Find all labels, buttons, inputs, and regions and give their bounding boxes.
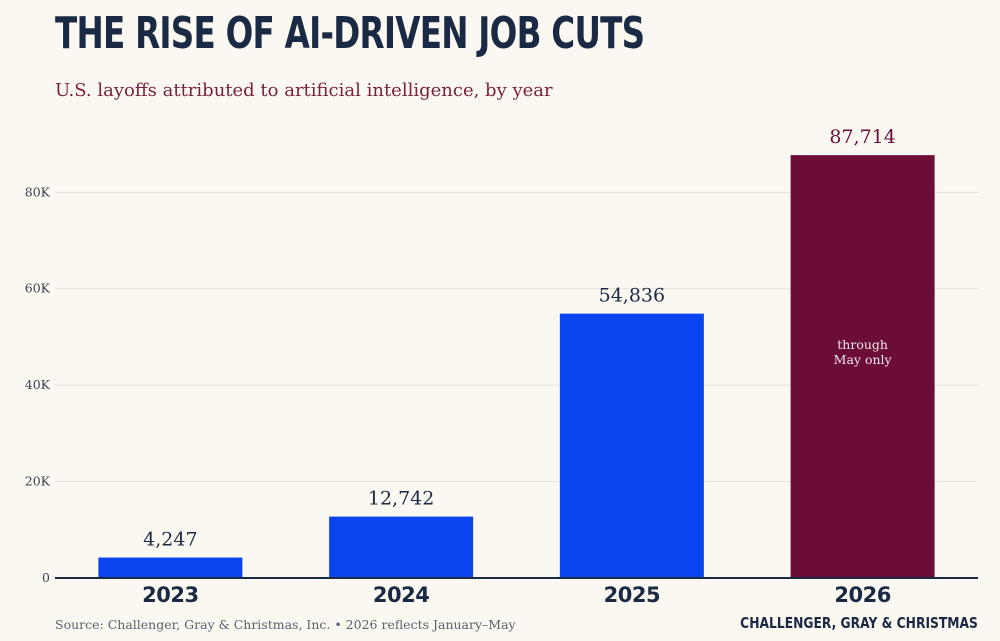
bar-annotation-line: through bbox=[837, 337, 888, 352]
y-tick-label: 80K bbox=[25, 184, 51, 199]
bar-value-label: 12,742 bbox=[368, 488, 434, 510]
x-category-label: 2023 bbox=[142, 583, 198, 607]
bar bbox=[790, 155, 935, 578]
bar-value-label: 4,247 bbox=[143, 529, 197, 551]
bar-annotation-line: May only bbox=[834, 352, 893, 367]
chart-subtitle: U.S. layoffs attributed to artificial in… bbox=[55, 80, 553, 101]
y-tick-label: 0 bbox=[42, 570, 50, 585]
bar bbox=[559, 313, 704, 578]
source-note: Source: Challenger, Gray & Christmas, In… bbox=[55, 617, 516, 632]
bar-value-label: 87,714 bbox=[829, 126, 895, 148]
chart-title: THE RISE OF AI-DRIVEN JOB CUTS bbox=[55, 8, 645, 59]
x-category-label: 2026 bbox=[834, 583, 890, 607]
bar bbox=[98, 557, 243, 578]
y-tick-label: 40K bbox=[25, 377, 51, 392]
y-tick-label: 20K bbox=[25, 474, 51, 489]
x-category-label: 2024 bbox=[373, 583, 429, 607]
x-category-label: 2025 bbox=[604, 583, 660, 607]
bar-value-label: 54,836 bbox=[599, 285, 665, 307]
bar bbox=[329, 516, 474, 578]
y-tick-label: 60K bbox=[25, 281, 51, 296]
credit-logo: CHALLENGER, GRAY & CHRISTMAS bbox=[740, 614, 978, 632]
